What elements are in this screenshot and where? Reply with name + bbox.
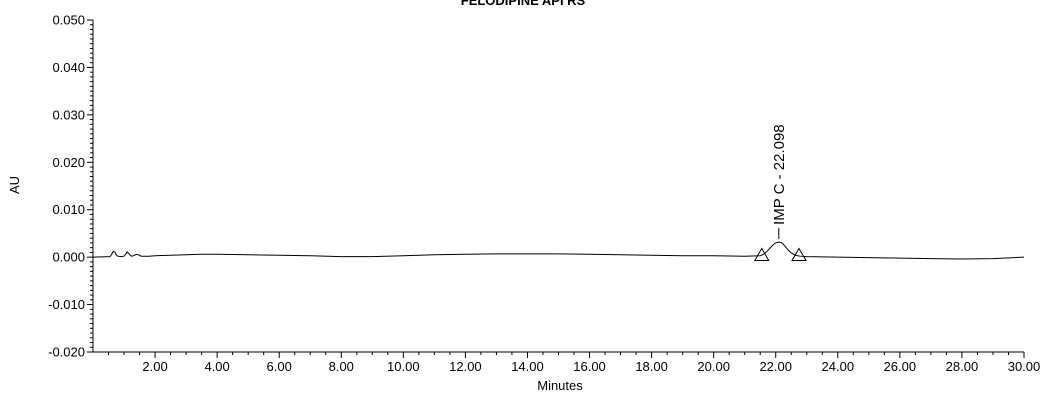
x-tick-label: 20.00 — [697, 359, 730, 374]
x-tick-label: 4.00 — [204, 359, 229, 374]
y-tick-label: 0.030 — [52, 107, 85, 122]
x-tick-label: 8.00 — [329, 359, 354, 374]
y-tick-label: 0.020 — [52, 155, 85, 170]
x-tick-label: 24.00 — [822, 359, 855, 374]
x-axis-label: Minutes — [537, 378, 583, 393]
x-tick-label: 30.00 — [1008, 359, 1041, 374]
y-axis-label: AU — [7, 176, 22, 194]
y-tick-label: -0.010 — [48, 297, 85, 312]
y-tick-label: 0.040 — [52, 60, 85, 75]
x-tick-label: 14.00 — [511, 359, 544, 374]
y-tick-label: -0.020 — [48, 345, 85, 360]
peak-label: IMP C - 22.098 — [771, 124, 788, 225]
x-tick-label: 26.00 — [884, 359, 917, 374]
x-tick-label: 22.00 — [759, 359, 792, 374]
chart-title: FELODIPINE API RS — [461, 0, 586, 8]
y-tick-label: 0.000 — [52, 250, 85, 265]
x-tick-label: 6.00 — [267, 359, 292, 374]
x-tick-label: 18.00 — [635, 359, 668, 374]
axes — [92, 20, 1024, 353]
x-tick-label: 12.00 — [449, 359, 482, 374]
y-tick-label: 0.050 — [52, 13, 85, 28]
baseline-marker — [791, 247, 807, 262]
x-tick-label: 16.00 — [573, 359, 606, 374]
x-tick-label: 28.00 — [946, 359, 979, 374]
x-tick-label: 10.00 — [387, 359, 420, 374]
y-tick-label: 0.010 — [52, 202, 85, 217]
chromatogram-trace — [92, 241, 1025, 260]
plot-area: IMP C - 22.098 — [92, 124, 1025, 262]
x-tick-label: 2.00 — [142, 359, 167, 374]
axis-ticks: -0.020 -0.010 0.000 0.010 0.020 0.030 0.040 0.0… — [48, 13, 1040, 375]
baseline-marker — [753, 247, 770, 262]
